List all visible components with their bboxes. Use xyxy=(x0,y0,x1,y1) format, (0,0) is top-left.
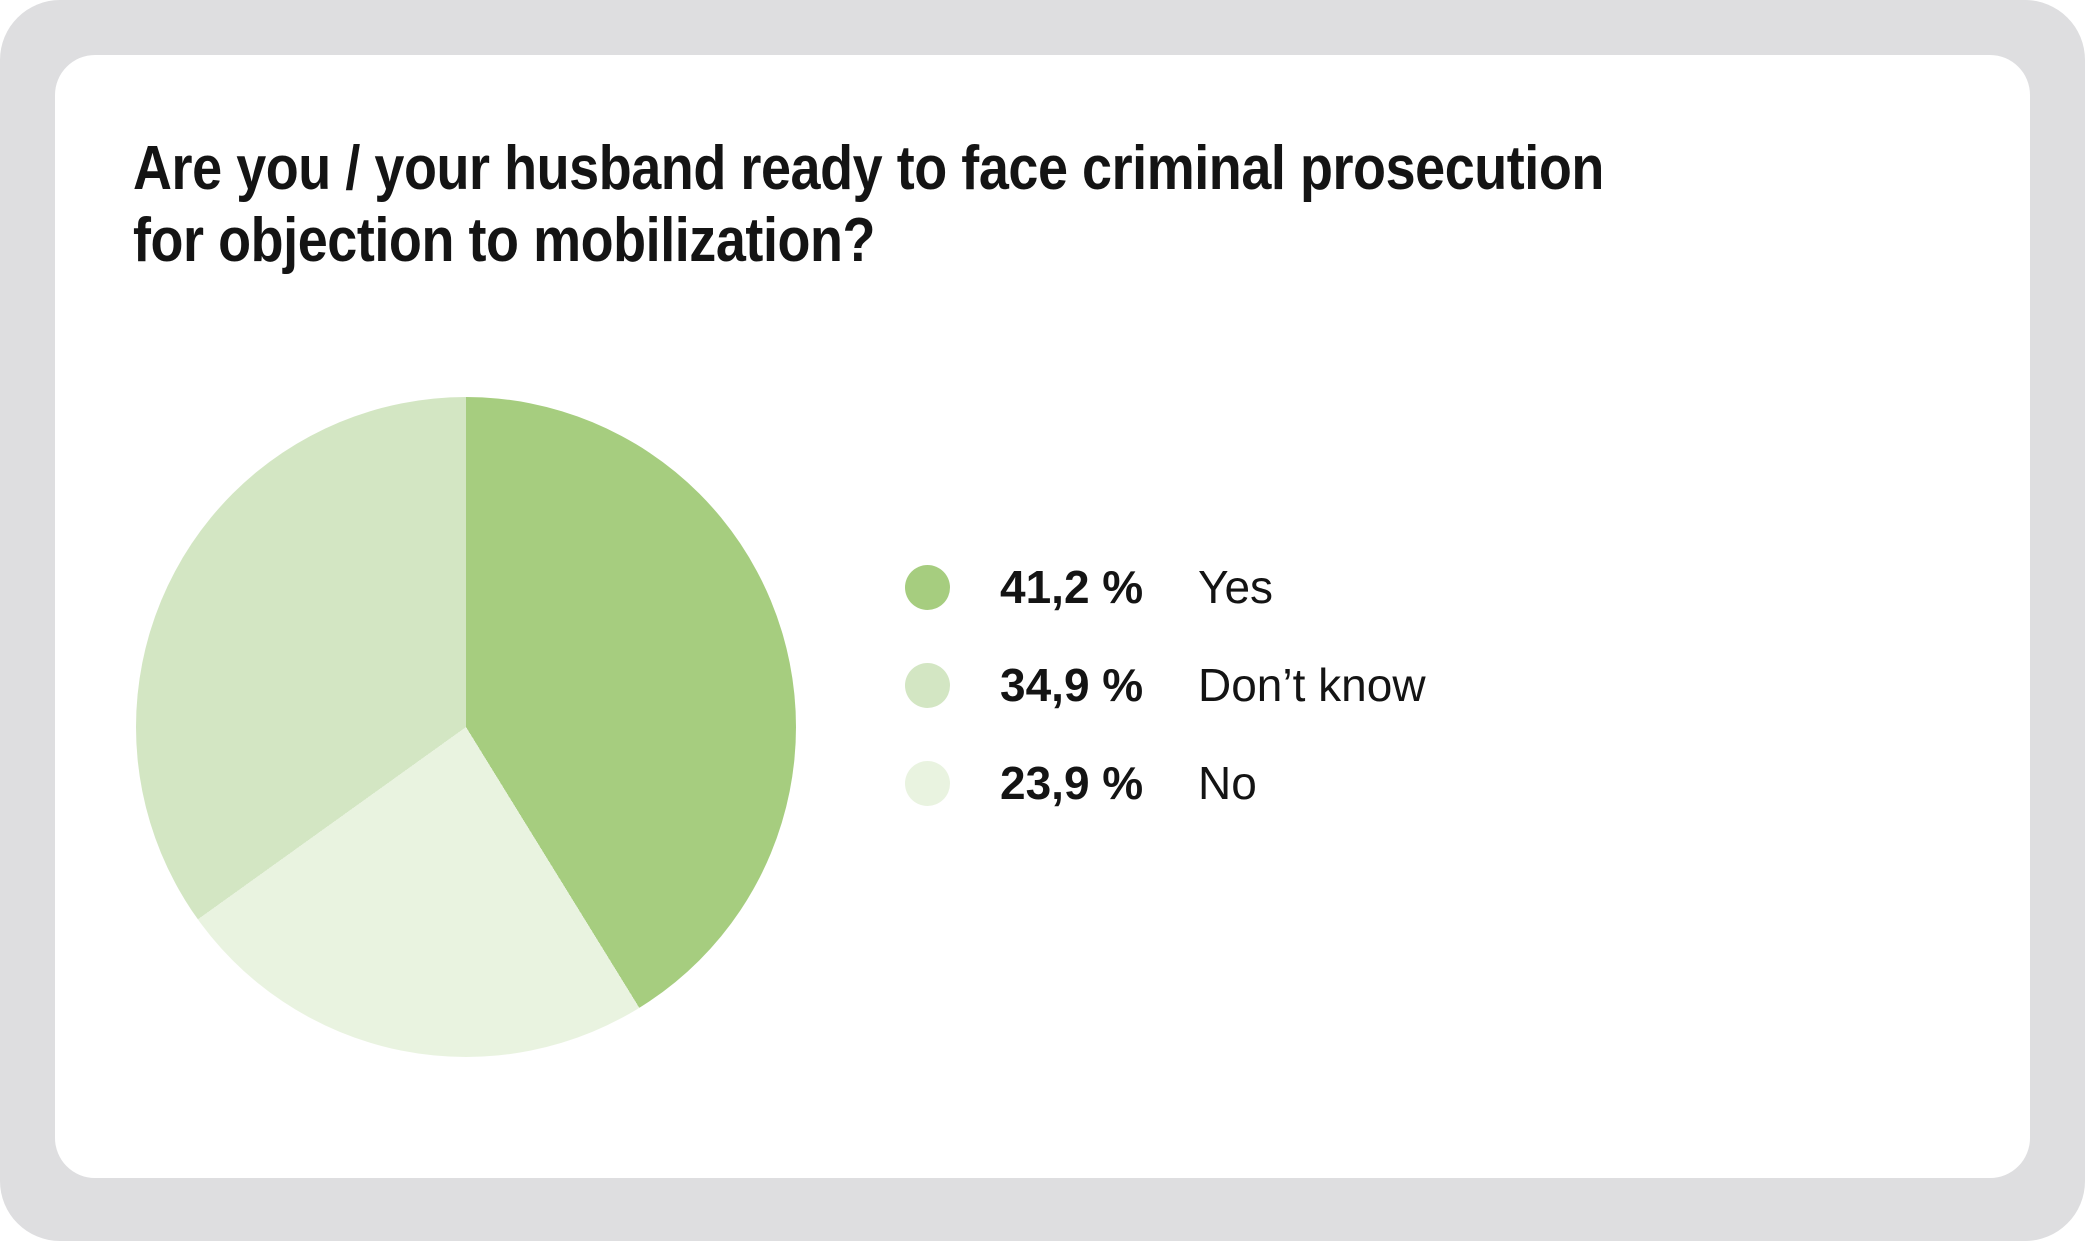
page-title: Are you / your husband ready to face cri… xyxy=(133,133,1604,277)
legend-label-dont-know: Don’t know xyxy=(1198,659,1426,711)
legend-label-yes: Yes xyxy=(1198,561,1274,613)
legend-swatch-no-icon xyxy=(905,761,950,806)
chart-legend: 41,2 % Yes 34,9 % Don’t know 23,9 % No xyxy=(905,561,1426,809)
legend-swatch-yes-icon xyxy=(905,565,950,610)
title-line-1: Are you / your husband ready to face cri… xyxy=(133,134,1604,203)
pie-chart xyxy=(136,397,796,1057)
legend-item-dont-know: 34,9 % Don’t know xyxy=(905,659,1426,711)
legend-item-no: 23,9 % No xyxy=(905,757,1426,809)
legend-swatch-dont-know-icon xyxy=(905,663,950,708)
legend-value-no: 23,9 % xyxy=(1000,757,1144,809)
legend-item-yes: 41,2 % Yes xyxy=(905,561,1426,613)
title-line-2: for objection to mobilization? xyxy=(133,206,876,275)
legend-label-no: No xyxy=(1198,757,1257,809)
legend-value-yes: 41,2 % xyxy=(1000,561,1144,613)
legend-value-dont-know: 34,9 % xyxy=(1000,659,1144,711)
chart-card: Are you / your husband ready to face cri… xyxy=(55,55,2030,1178)
